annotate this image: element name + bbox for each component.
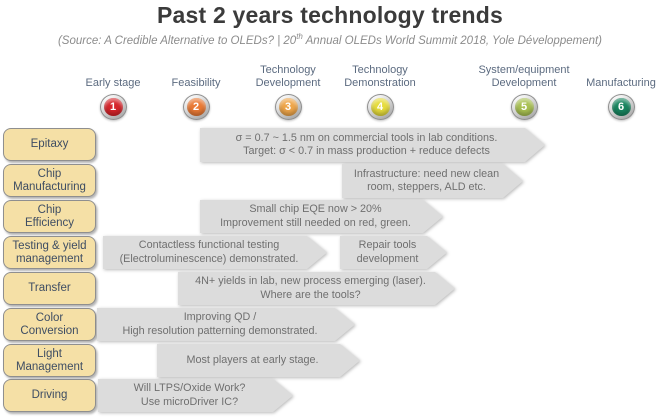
row-label-chip-efficiency: Chip Efficiency: [3, 200, 96, 233]
stage-3-number: 3: [278, 98, 298, 116]
stage-4-badge: 4: [366, 94, 394, 120]
arrow-transfer: 4N+ yields in lab, new process emerging …: [178, 272, 455, 305]
stage-3-badge: 3: [274, 94, 302, 120]
arrow-testing-contactless: Contactless functional testing (Electrol…: [103, 236, 327, 269]
arrow-color-conversion: Improving QD / High resolution patternin…: [97, 308, 355, 341]
stage-1-number: 1: [103, 98, 123, 116]
source-caption: (Source: A Credible Alternative to OLEDs…: [0, 32, 660, 47]
stage-label: Technology Development: [255, 64, 321, 89]
row-label-epitaxy: Epitaxy: [3, 128, 96, 161]
stage-5-number: 5: [514, 98, 534, 116]
stage-feasibility: Feasibility 2: [141, 56, 251, 122]
stage-label: Manufacturing: [586, 77, 656, 89]
arrow-testing-contactless-text: Contactless functional testing (Electrol…: [103, 236, 327, 269]
row-label-chip-manufacturing: Chip Manufacturing: [3, 164, 96, 197]
row-label-transfer: Transfer: [3, 272, 96, 305]
source-caption-sup: th: [296, 32, 303, 41]
arrow-chip-efficiency: Small chip EQE now > 20% Improvement sti…: [200, 200, 443, 233]
stage-5-badge: 5: [510, 94, 538, 120]
stage-technology-demonstration: Technology Demonstration 4: [325, 56, 435, 122]
arrow-driving: Will LTPS/Oxide Work? Use microDriver IC…: [98, 379, 293, 412]
arrow-chip-efficiency-text: Small chip EQE now > 20% Improvement sti…: [200, 200, 443, 233]
arrow-transfer-text: 4N+ yields in lab, new process emerging …: [178, 272, 455, 305]
arrow-driving-text: Will LTPS/Oxide Work? Use microDriver IC…: [98, 379, 293, 412]
arrow-testing-repair-tools: Repair tools development: [340, 236, 447, 269]
arrow-light-management-text: Most players at early stage.: [157, 344, 360, 377]
row-label-color-conversion: Color Conversion: [3, 308, 96, 341]
arrow-chip-manufacturing: Infrastructure: need new clean room, ste…: [342, 164, 523, 198]
arrow-testing-repair-tools-text: Repair tools development: [340, 236, 447, 269]
row-label-light-management: Light Management: [3, 344, 96, 377]
stage-label: Feasibility: [171, 77, 221, 89]
stage-label: Early stage: [85, 77, 141, 89]
arrow-epitaxy: σ = 0.7 ~ 1.5 nm on commercial tools in …: [200, 128, 545, 162]
row-label-testing-yield-management: Testing & yield management: [3, 236, 96, 269]
row-label-driving: Driving: [3, 379, 96, 412]
arrow-epitaxy-text: σ = 0.7 ~ 1.5 nm on commercial tools in …: [200, 128, 545, 162]
source-caption-post: Annual OLEDs World Summit 2018, Yole Dév…: [302, 34, 603, 47]
stage-2-badge: 2: [182, 94, 210, 120]
arrow-light-management: Most players at early stage.: [157, 344, 360, 377]
stage-1-badge: 1: [99, 94, 127, 120]
page-title: Past 2 years technology trends: [156, 2, 503, 28]
stage-4-number: 4: [370, 98, 390, 116]
stage-technology-development: Technology Development 3: [233, 56, 343, 122]
arrow-color-conversion-text: Improving QD / High resolution patternin…: [97, 308, 355, 341]
arrow-chip-manufacturing-text: Infrastructure: need new clean room, ste…: [342, 164, 523, 198]
stage-early-stage: Early stage 1: [58, 56, 168, 122]
stage-manufacturing: Manufacturing 6: [571, 56, 660, 122]
stage-6-number: 6: [611, 98, 631, 116]
source-caption-pre: (Source: A Credible Alternative to OLEDs…: [57, 34, 297, 47]
stage-system-equipment-development: System/equipment Development 5: [469, 56, 579, 122]
stage-label: Technology Demonstration: [344, 64, 416, 89]
stage-label: System/equipment Development: [478, 64, 570, 89]
stage-6-badge: 6: [607, 94, 635, 120]
stage-2-number: 2: [186, 98, 206, 116]
